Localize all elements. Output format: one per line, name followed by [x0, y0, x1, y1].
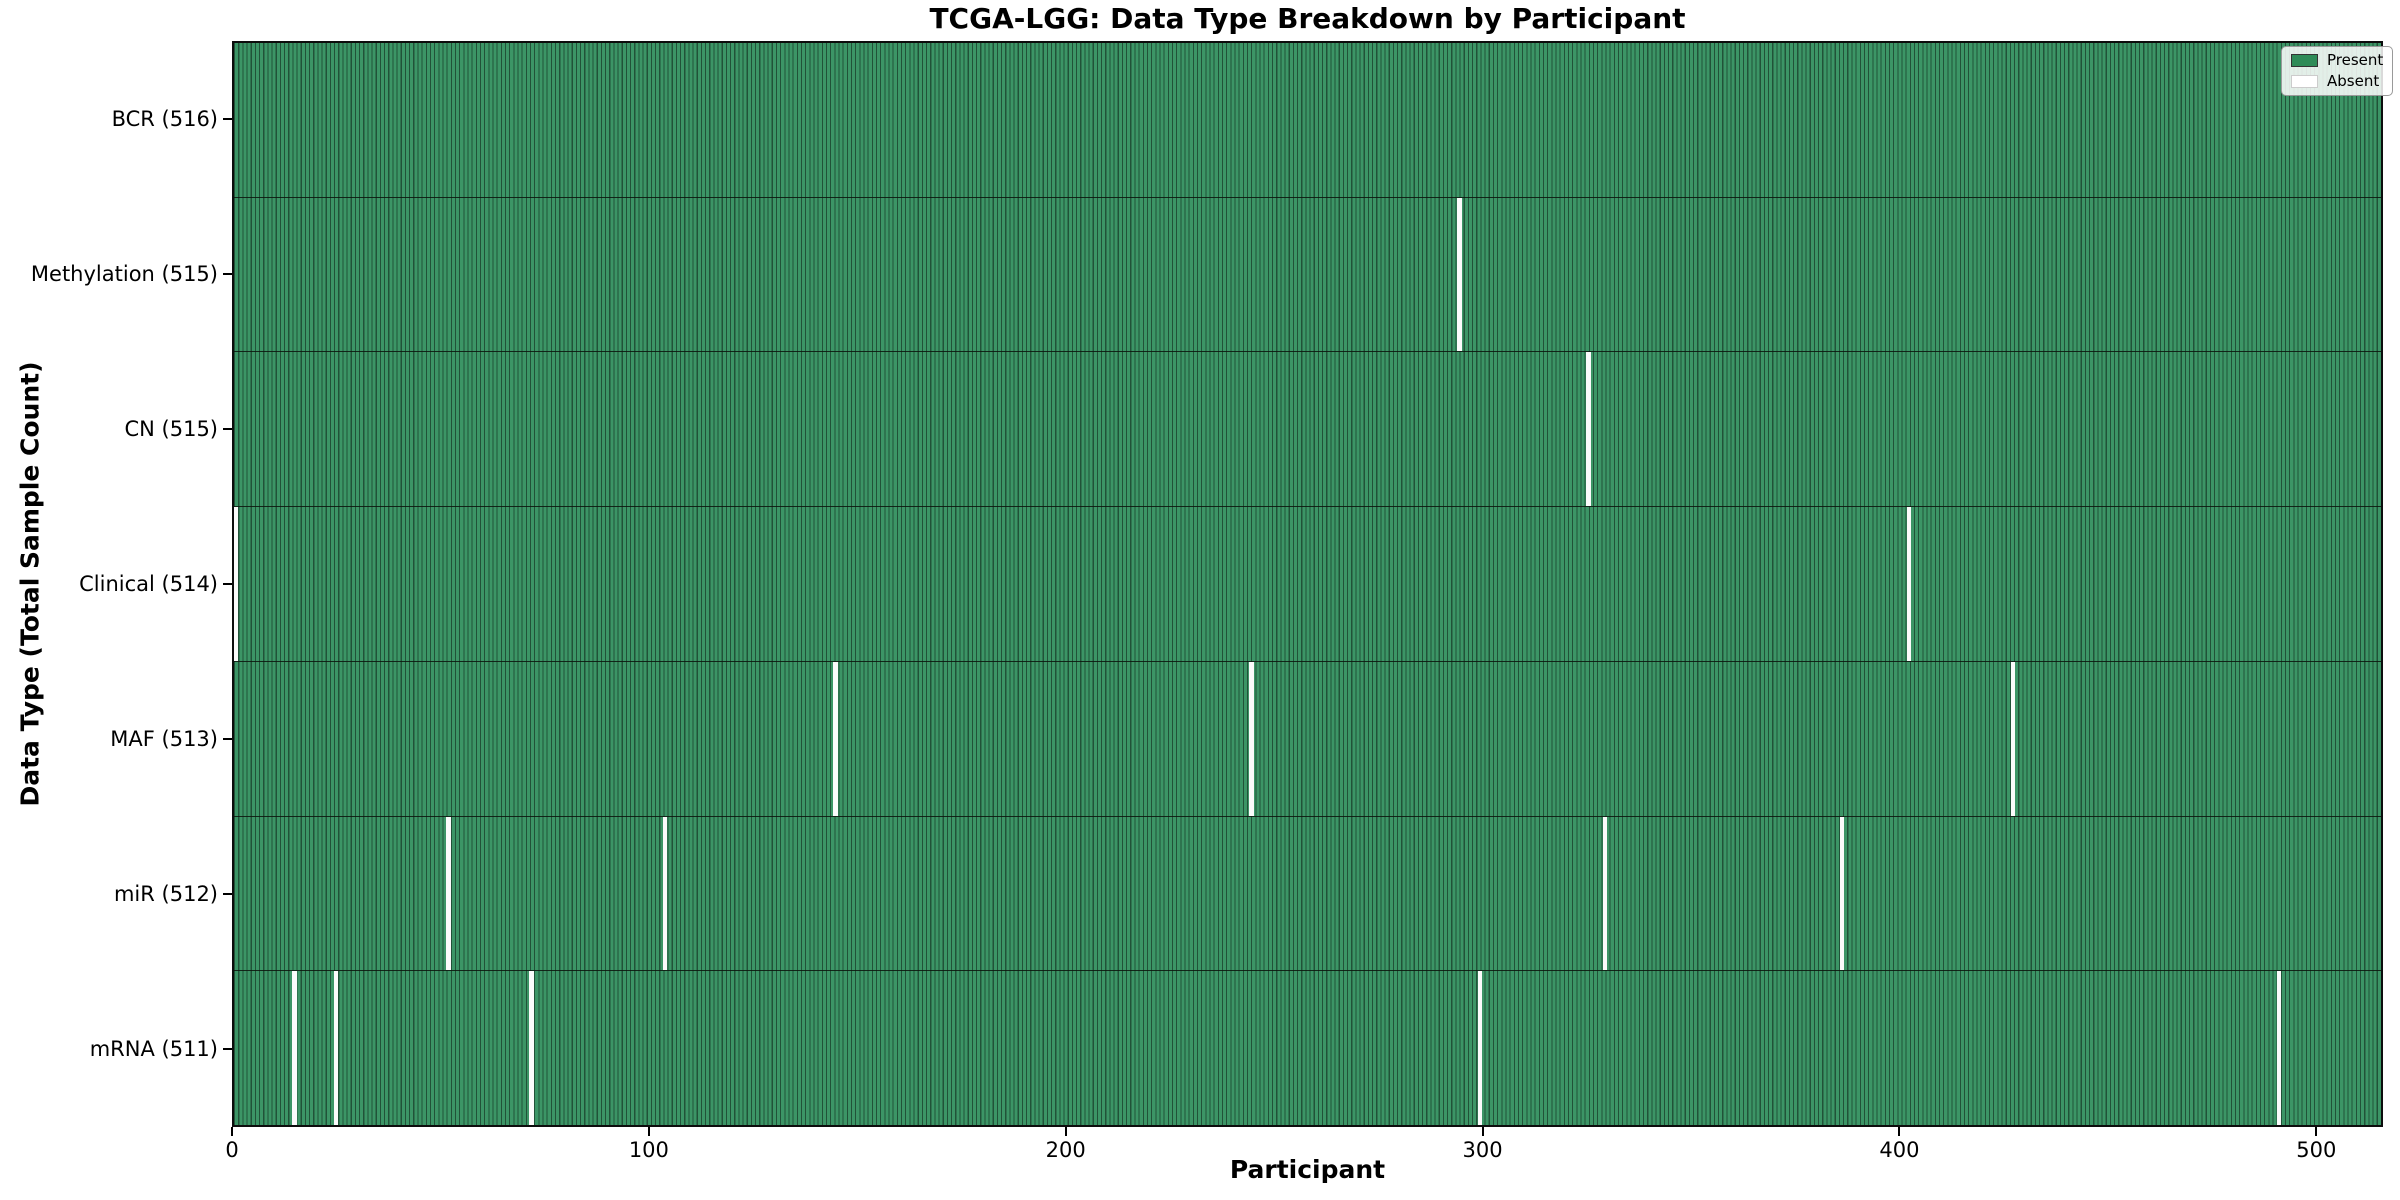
- x-tick-mark: [231, 1127, 233, 1136]
- y-tick-label: BCR (516): [111, 106, 218, 131]
- y-tick-mark: [223, 738, 232, 741]
- legend-entry-present: Present: [2291, 53, 2383, 68]
- absent-gap: [529, 971, 534, 1126]
- absent-gap: [1478, 971, 1483, 1126]
- legend-swatch-present: [2291, 54, 2318, 67]
- heatmap-row-mir: [234, 816, 2381, 972]
- x-tick-label: 100: [628, 1138, 669, 1162]
- absent-gap: [1840, 816, 1845, 971]
- absent-gap: [234, 507, 239, 661]
- y-tick-label: MAF (513): [110, 727, 218, 752]
- legend: Present Absent: [2281, 46, 2394, 96]
- legend-label: Absent: [2327, 72, 2380, 90]
- x-tick-label: 500: [2296, 1138, 2337, 1162]
- x-tick-label: 200: [1045, 1138, 1086, 1162]
- x-axis-label: Participant: [1229, 1155, 1386, 1184]
- legend-entry-absent: Absent: [2291, 74, 2383, 89]
- heatmap-row-bcr: [234, 43, 2381, 198]
- y-tick-mark: [223, 427, 232, 430]
- y-tick-area: BCR (516) Methylation (515) CN (515) Clinic…: [0, 41, 232, 1127]
- legend-label: Present: [2327, 51, 2384, 69]
- absent-gap: [1602, 816, 1608, 971]
- y-tick-mark: [223, 583, 232, 585]
- x-tick-label: 300: [1462, 1138, 1503, 1162]
- absent-gap: [833, 661, 838, 816]
- absent-gap: [446, 816, 451, 971]
- y-tick-label: mRNA (511): [89, 1037, 218, 1062]
- absent-gap: [2276, 971, 2282, 1126]
- y-tick-label: CN (515): [124, 416, 218, 441]
- absent-gap: [292, 971, 297, 1126]
- x-tick-label: 400: [1879, 1138, 1920, 1162]
- y-tick-mark: [223, 1048, 232, 1051]
- absent-gap: [333, 971, 339, 1126]
- y-tick-label: miR (512): [113, 882, 218, 907]
- chart-title: TCGA-LGG: Data Type Breakdown by Partici…: [929, 2, 1686, 35]
- plot-area: [232, 41, 2383, 1127]
- y-tick-label: Methylation (515): [30, 261, 218, 286]
- absent-gap: [2010, 661, 2016, 816]
- heatmap-row-clinical: [234, 507, 2381, 662]
- y-tick-mark: [223, 893, 232, 896]
- heatmap-row-mrna: [234, 971, 2381, 1126]
- x-tick-mark: [1064, 1127, 1067, 1136]
- x-tick-mark: [2315, 1127, 2318, 1136]
- absent-gap: [1457, 197, 1462, 352]
- x-tick-area: 0 100 200 300 400 500: [225, 1127, 2383, 1167]
- absent-gap: [1906, 507, 1912, 661]
- y-tick-label: Clinical (514): [79, 572, 218, 596]
- heatmap-row-maf: [234, 661, 2381, 817]
- heatmap-row-methylation: [234, 197, 2381, 353]
- heatmap-row-cn: [234, 352, 2381, 508]
- y-tick-mark: [223, 272, 232, 275]
- absent-gap: [1586, 352, 1591, 507]
- absent-gap: [1249, 661, 1254, 816]
- x-tick-mark: [1481, 1127, 1484, 1136]
- x-tick-mark: [647, 1127, 650, 1136]
- x-tick-label: 0: [225, 1138, 239, 1162]
- absent-gap: [662, 816, 667, 971]
- legend-swatch-absent: [2291, 75, 2318, 88]
- y-tick-mark: [223, 117, 232, 120]
- x-tick-mark: [1898, 1127, 1901, 1136]
